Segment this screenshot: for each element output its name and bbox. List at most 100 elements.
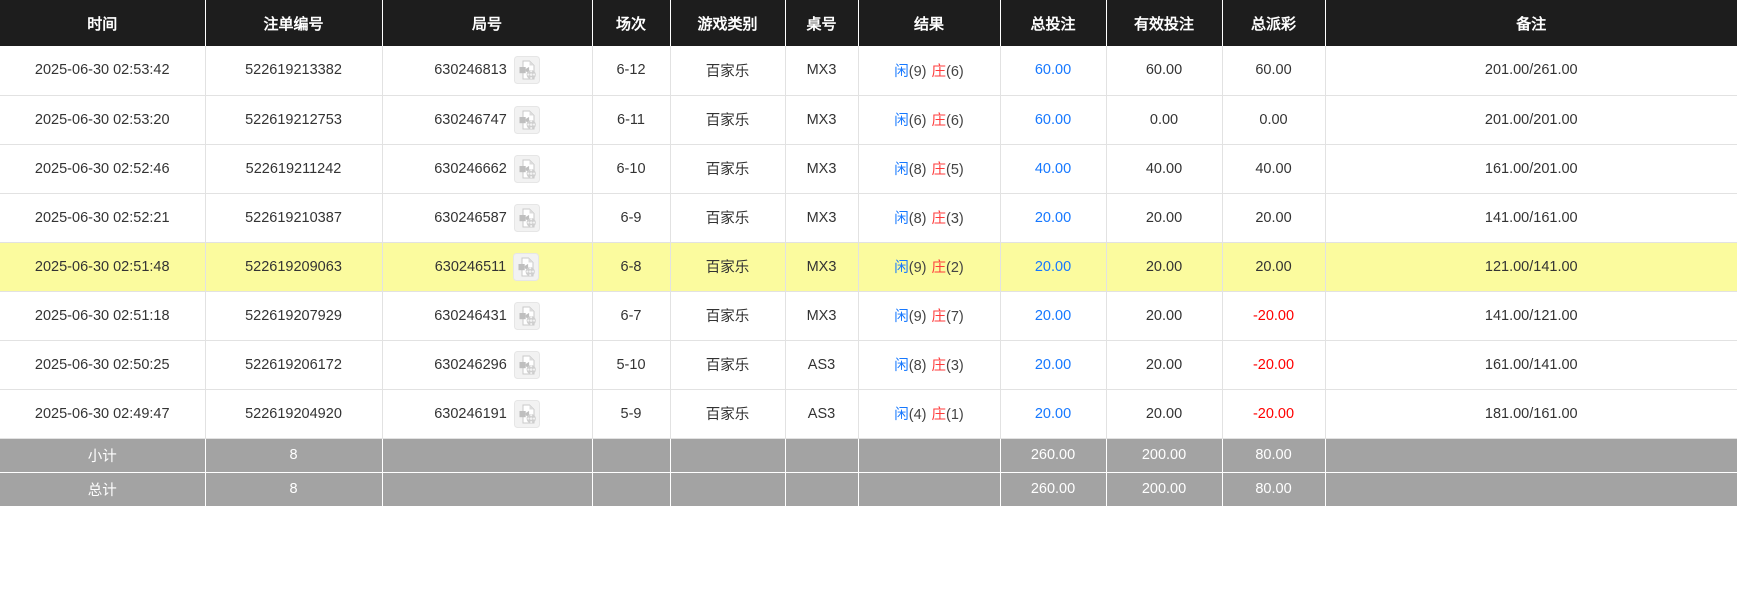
table-row[interactable]: 2025-06-30 02:53:20 522619212753 630246747… bbox=[0, 95, 1737, 145]
replay-video-icon[interactable] bbox=[513, 105, 540, 134]
result-player-count: (8) bbox=[908, 358, 927, 374]
cell-session: 6-12 bbox=[592, 46, 671, 96]
table-row[interactable]: 2025-06-30 02:50:25 522619206172 630246296… bbox=[0, 340, 1737, 390]
summary-cell-valid_bet: 200.00 bbox=[1106, 438, 1223, 473]
column-header-total_bet[interactable]: 总投注 bbox=[1000, 0, 1107, 46]
cell-session: 6-10 bbox=[592, 144, 671, 194]
cell-time: 2025-06-30 02:52:46 bbox=[0, 144, 206, 194]
cell-note: 181.00/161.00 bbox=[1325, 389, 1737, 439]
cell-valid_bet: 20.00 bbox=[1106, 242, 1223, 292]
column-header-note[interactable]: 备注 bbox=[1325, 0, 1737, 46]
round-no-wrapper: 630246662 bbox=[391, 154, 584, 183]
column-header-valid_bet[interactable]: 有效投注 bbox=[1106, 0, 1223, 46]
cell-table_no: AS3 bbox=[785, 389, 859, 439]
round-no-wrapper: 630246587 bbox=[391, 203, 584, 232]
column-header-result[interactable]: 结果 bbox=[858, 0, 1001, 46]
result-player-label: 闲 bbox=[894, 407, 909, 423]
cell-game_type: 百家乐 bbox=[670, 193, 786, 243]
result-player-count: (4) bbox=[908, 407, 927, 423]
table-row[interactable]: 2025-06-30 02:52:46 522619211242 630246662… bbox=[0, 144, 1737, 194]
cell-valid_bet: 20.00 bbox=[1106, 291, 1223, 341]
cell-session: 6-9 bbox=[592, 193, 671, 243]
cell-time: 2025-06-30 02:51:48 bbox=[0, 242, 206, 292]
replay-video-icon[interactable] bbox=[513, 350, 540, 379]
cell-result: 闲(8) 庄(3) bbox=[858, 193, 1001, 243]
column-header-session[interactable]: 场次 bbox=[592, 0, 671, 46]
round-no-text: 630246511 bbox=[434, 258, 507, 275]
cell-result: 闲(6) 庄(6) bbox=[858, 95, 1001, 145]
table-row[interactable]: 2025-06-30 02:51:18 522619207929 630246431… bbox=[0, 291, 1737, 341]
cell-note: 141.00/161.00 bbox=[1325, 193, 1737, 243]
cell-table_no: MX3 bbox=[785, 144, 859, 194]
cell-game_type: 百家乐 bbox=[670, 340, 786, 390]
summary-cell-session bbox=[592, 472, 671, 506]
summary-cell-table_no bbox=[785, 438, 859, 473]
cell-round_no: 630246662 bbox=[382, 144, 593, 194]
summary-cell-game_type bbox=[670, 438, 786, 473]
round-no-text: 630246587 bbox=[434, 209, 507, 226]
cell-bet_no: 522619209063 bbox=[205, 242, 383, 292]
summary-cell-result bbox=[858, 438, 1001, 473]
result-player-label: 闲 bbox=[894, 211, 909, 227]
cell-time: 2025-06-30 02:53:20 bbox=[0, 95, 206, 145]
column-header-bet_no[interactable]: 注单编号 bbox=[205, 0, 383, 46]
replay-video-icon[interactable] bbox=[513, 154, 540, 183]
round-no-wrapper: 630246747 bbox=[391, 105, 584, 134]
cell-session: 6-11 bbox=[592, 95, 671, 145]
table-row[interactable]: 2025-06-30 02:49:47 522619204920 630246191… bbox=[0, 389, 1737, 439]
round-no-wrapper: 630246813 bbox=[391, 56, 584, 85]
cell-game_type: 百家乐 bbox=[670, 389, 786, 439]
replay-video-icon[interactable] bbox=[513, 252, 540, 281]
cell-note: 121.00/141.00 bbox=[1325, 242, 1737, 292]
round-no-wrapper: 630246431 bbox=[391, 301, 584, 330]
cell-time: 2025-06-30 02:50:25 bbox=[0, 340, 206, 390]
result-banker-label: 庄 bbox=[931, 211, 947, 227]
cell-total_bet: 40.00 bbox=[1000, 144, 1107, 194]
cell-table_no: MX3 bbox=[785, 95, 859, 145]
cell-note: 201.00/201.00 bbox=[1325, 95, 1737, 145]
summary-cell-total_payout: 80.00 bbox=[1222, 438, 1326, 473]
column-header-total_payout[interactable]: 总派彩 bbox=[1222, 0, 1326, 46]
cell-total_bet: 20.00 bbox=[1000, 193, 1107, 243]
column-header-table_no[interactable]: 桌号 bbox=[785, 0, 859, 46]
column-header-game_type[interactable]: 游戏类别 bbox=[670, 0, 786, 46]
result-banker-label: 庄 bbox=[931, 162, 947, 178]
summary-cell-game_type bbox=[670, 472, 786, 506]
summary-cell-round_no bbox=[382, 472, 593, 506]
cell-note: 201.00/261.00 bbox=[1325, 46, 1737, 96]
summary-cell-total_bet: 260.00 bbox=[1000, 438, 1107, 473]
result-banker-count: (5) bbox=[946, 162, 964, 178]
cell-game_type: 百家乐 bbox=[670, 242, 786, 292]
replay-video-icon[interactable] bbox=[513, 203, 540, 232]
table-row[interactable]: 2025-06-30 02:53:42 522619213382 630246813… bbox=[0, 46, 1737, 96]
round-no-text: 630246296 bbox=[434, 356, 507, 373]
cell-bet_no: 522619213382 bbox=[205, 46, 383, 96]
replay-video-icon[interactable] bbox=[513, 399, 540, 428]
cell-valid_bet: 20.00 bbox=[1106, 389, 1223, 439]
cell-total_payout: 0.00 bbox=[1222, 95, 1326, 145]
table-header-row: 时间 注单编号 局号 场次 游戏类别 桌号 结果 总投注 有效投注 总派彩 备注 bbox=[0, 0, 1737, 46]
column-header-round_no[interactable]: 局号 bbox=[382, 0, 593, 46]
cell-round_no: 630246587 bbox=[382, 193, 593, 243]
table-row[interactable]: 2025-06-30 02:51:48 522619209063 630246511… bbox=[0, 242, 1737, 292]
round-no-text: 630246191 bbox=[434, 405, 507, 422]
cell-valid_bet: 20.00 bbox=[1106, 193, 1223, 243]
cell-game_type: 百家乐 bbox=[670, 95, 786, 145]
result-banker-count: (3) bbox=[946, 211, 964, 227]
cell-round_no: 630246747 bbox=[382, 95, 593, 145]
result-banker-label: 庄 bbox=[931, 63, 947, 80]
replay-video-icon[interactable] bbox=[513, 56, 540, 85]
cell-note: 141.00/121.00 bbox=[1325, 291, 1737, 341]
result-player-label: 闲 bbox=[894, 63, 909, 80]
column-header-time[interactable]: 时间 bbox=[0, 0, 206, 46]
cell-session: 5-10 bbox=[592, 340, 671, 390]
round-no-wrapper: 630246511 bbox=[391, 252, 584, 281]
result-player-count: (9) bbox=[908, 309, 927, 325]
cell-bet_no: 522619204920 bbox=[205, 389, 383, 439]
cell-result: 闲(4) 庄(1) bbox=[858, 389, 1001, 439]
cell-total_payout: -20.00 bbox=[1222, 291, 1326, 341]
cell-time: 2025-06-30 02:52:21 bbox=[0, 193, 206, 243]
summary-cell-bet_no: 8 bbox=[205, 438, 383, 473]
table-row[interactable]: 2025-06-30 02:52:21 522619210387 630246587… bbox=[0, 193, 1737, 243]
replay-video-icon[interactable] bbox=[513, 301, 540, 330]
